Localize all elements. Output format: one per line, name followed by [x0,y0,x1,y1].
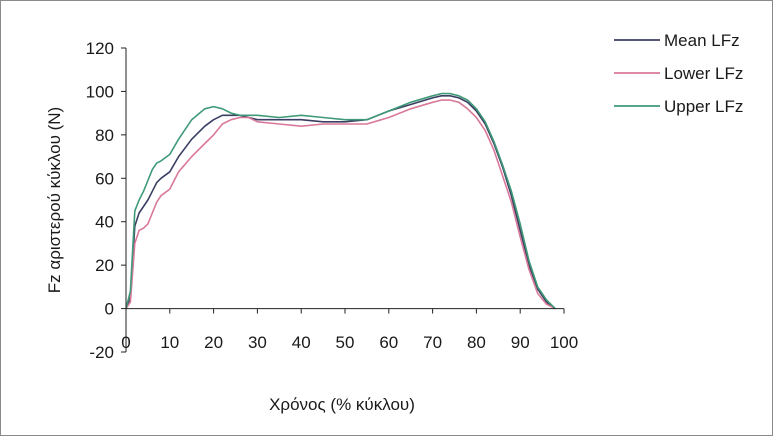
x-tick-label: 50 [336,333,355,352]
y-tick-label: 60 [95,169,114,188]
x-tick-label: 30 [248,333,267,352]
legend: Mean LFz Lower LFz Upper LFz [614,31,743,116]
legend-label: Upper LFz [664,97,743,116]
legend-label: Mean LFz [664,31,740,50]
y-axis-title: Fz αριστερού κύκλου (N) [45,107,64,293]
x-tick-label: 60 [379,333,398,352]
x-tick-label: 20 [204,333,223,352]
x-tick-label: 80 [467,333,486,352]
x-tick-label: 10 [160,333,179,352]
x-axis-title: Χρόνος (% κύκλου) [269,395,415,414]
axes [121,47,565,353]
x-tick-label: 90 [511,333,530,352]
x-tick-label: 70 [423,333,442,352]
x-tick-label: 0 [121,333,130,352]
y-tick-label: 120 [86,39,114,58]
x-tick-label: 40 [292,333,311,352]
y-tick-label: 80 [95,126,114,145]
x-tick-label: 100 [550,333,578,352]
series-line-mean-lfz [125,95,556,310]
y-tick-label: 0 [105,300,114,319]
y-tick-label: 20 [95,256,114,275]
y-tick-label: 100 [86,82,114,101]
series-line-upper-lfz [125,92,556,310]
y-tick-labels: -20 0 20 40 60 80 100 120 [86,39,114,362]
x-tick-labels: 0 10 20 30 40 50 60 70 80 90 100 [121,333,578,352]
y-tick-label: -20 [89,343,114,362]
series-line-lower-lfz [125,99,556,310]
y-tick-label: 40 [95,213,114,232]
legend-label: Lower LFz [664,64,743,83]
plot-area [125,92,556,310]
